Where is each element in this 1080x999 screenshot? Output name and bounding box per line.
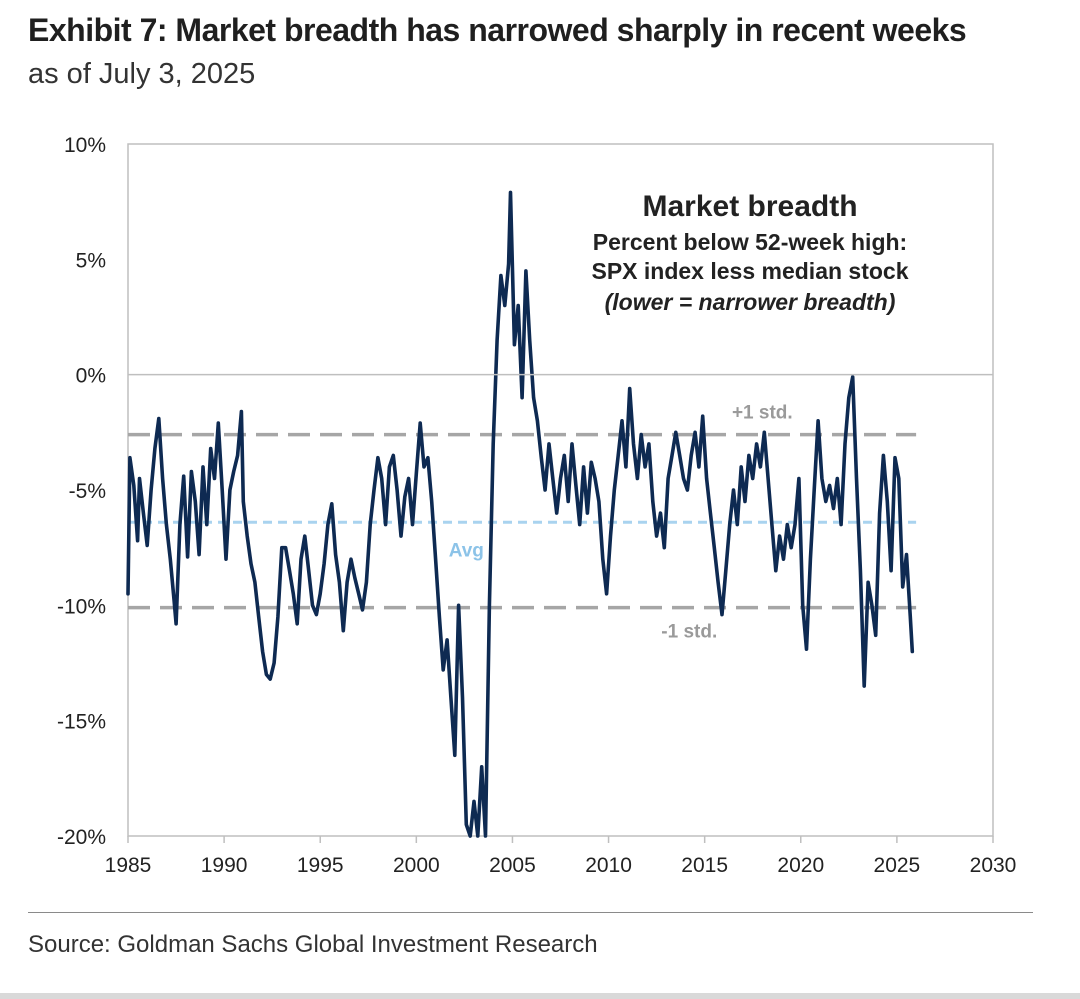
x-tick-label: 2010 [585,854,632,877]
x-tick-label: 1990 [201,854,248,877]
x-tick-label: 1995 [297,854,344,877]
y-tick-label: 0% [76,365,106,388]
y-tick-label: 5% [76,249,106,272]
annotation-title: Market breadth [642,190,857,223]
reference-lines: +1 std. Avg -1 std. [128,403,917,643]
chart-annotation: Market breadth Percent below 52-week hig… [591,190,908,315]
bottom-band [0,993,1080,999]
series-line-market-breadth [126,190,915,838]
source-note: Source: Goldman Sachs Global Investment … [28,931,598,958]
x-tick-label: 1985 [105,854,152,877]
std-label: -1 std. [661,622,717,643]
avg-label: Avg [449,540,484,561]
y-tick-label: -20% [57,826,106,849]
y-tick-label: 10% [64,134,106,157]
exhibit-subtitle: as of July 3, 2025 [28,58,256,90]
annotation-line-1: Percent below 52-week high: [593,229,907,255]
annotation-note: (lower = narrower breadth) [605,289,896,315]
series-layer [126,190,915,838]
x-tick-label: 2005 [489,854,536,877]
y-tick-label: -5% [69,480,106,503]
std-label: +1 std. [732,403,793,424]
axis-layer: 10% 5% 0% -5% -10% -15% -20% 1985 1990 1995 2000 20… [57,134,1016,877]
x-tick-label: 2020 [777,854,824,877]
x-tick-label: 2030 [970,854,1017,877]
x-tick-label: 2025 [874,854,921,877]
source-divider [28,912,1033,913]
x-tick-label: 2000 [393,854,440,877]
annotation-line-2: SPX index less median stock [591,258,908,284]
exhibit-title: Exhibit 7: Market breadth has narrowed s… [28,12,967,48]
y-tick-label: -10% [57,595,106,618]
x-tick-label: 2015 [681,854,728,877]
y-tick-label: -15% [57,711,106,734]
